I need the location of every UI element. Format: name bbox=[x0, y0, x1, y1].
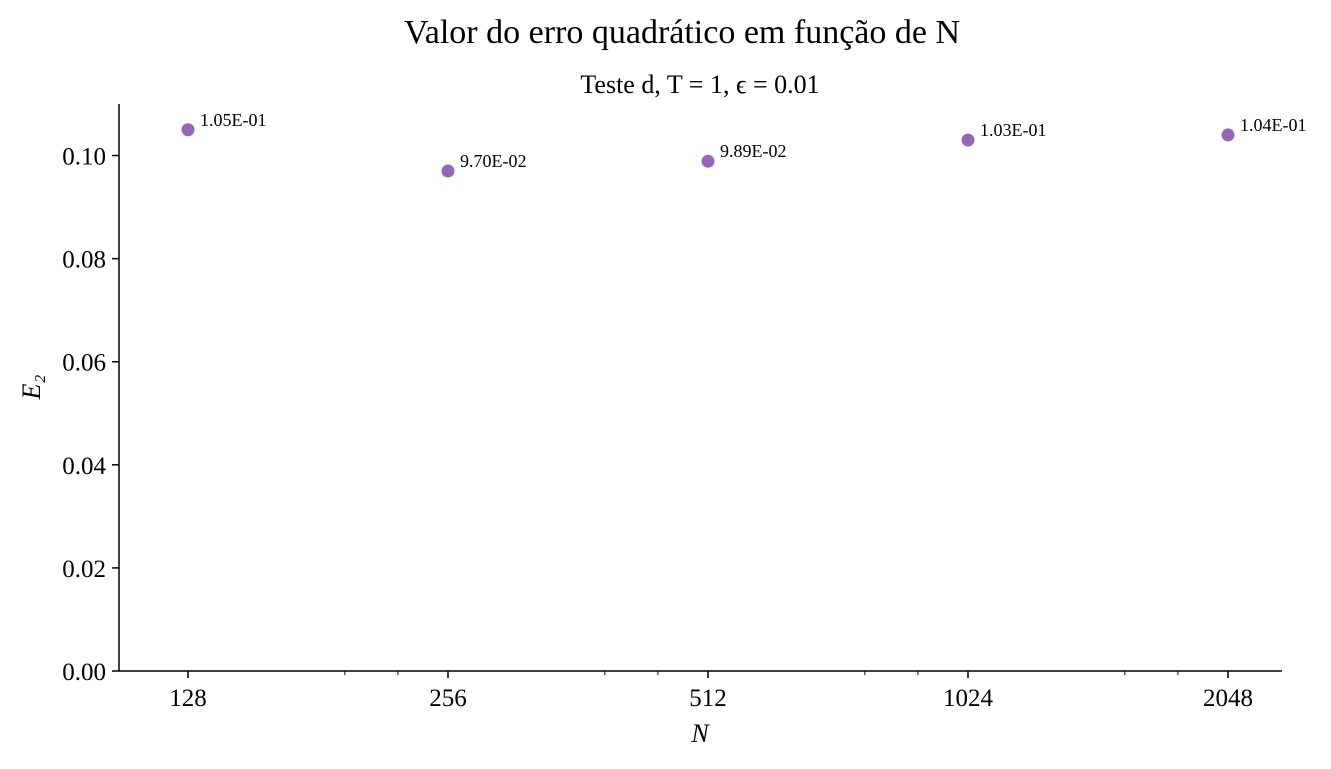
chart-subtitle: Teste d, T = 1, ϵ = 0.01 bbox=[580, 70, 819, 99]
y-tick-label: 0.06 bbox=[62, 350, 106, 377]
data-point bbox=[701, 154, 715, 168]
x-axis-ticks: 128 256 512 1024 2048 bbox=[169, 671, 1253, 712]
x-tick-label: 128 bbox=[169, 685, 207, 712]
x-tick-label: 1024 bbox=[943, 685, 994, 712]
x-axis-label: N bbox=[690, 719, 710, 748]
data-label: 1.03E-01 bbox=[980, 120, 1047, 140]
data-point bbox=[181, 123, 195, 137]
x-tick-label: 256 bbox=[429, 685, 467, 712]
y-tick-label: 0.00 bbox=[62, 659, 106, 686]
y-tick-label: 0.08 bbox=[62, 247, 106, 274]
data-label: 1.05E-01 bbox=[200, 110, 267, 130]
data-label: 1.04E-01 bbox=[1240, 115, 1307, 135]
y-axis-label: E₂ bbox=[17, 375, 46, 401]
data-labels: 1.05E-01 9.70E-02 9.89E-02 1.03E-01 1.04E-01 bbox=[200, 110, 1307, 171]
y-tick-label: 0.02 bbox=[62, 556, 106, 583]
chart-title: Valor do erro quadrático em função de N bbox=[404, 14, 960, 51]
data-point bbox=[961, 133, 975, 147]
x-tick-label: 512 bbox=[689, 685, 727, 712]
data-point bbox=[441, 164, 455, 178]
y-tick-label: 0.10 bbox=[62, 144, 106, 171]
y-axis-ticks: 0.00 0.02 0.04 0.06 0.08 0.10 bbox=[62, 144, 119, 686]
data-point bbox=[1221, 128, 1235, 142]
data-points bbox=[181, 123, 1235, 178]
data-label: 9.89E-02 bbox=[720, 141, 787, 161]
data-label: 9.70E-02 bbox=[460, 151, 527, 171]
x-tick-label: 2048 bbox=[1203, 685, 1253, 712]
y-tick-label: 0.04 bbox=[62, 453, 106, 480]
